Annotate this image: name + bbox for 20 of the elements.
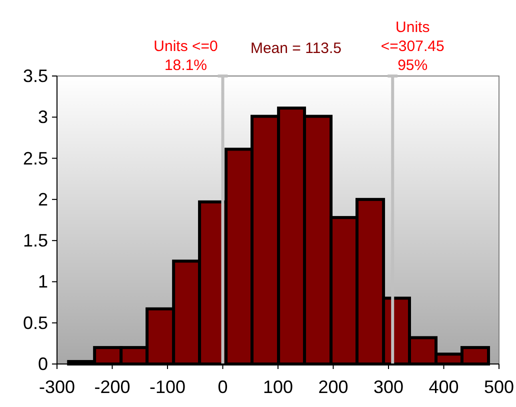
y-tick-label: 2 — [38, 189, 48, 210]
x-tick-label: 100 — [262, 377, 294, 397]
x-tick-label: 300 — [373, 377, 404, 397]
x-tick-label: 500 — [484, 377, 514, 397]
x-tick-label: 400 — [428, 377, 459, 397]
y-tick-label: 0 — [38, 354, 48, 374]
x-tick-label: -300 — [38, 377, 76, 397]
y-tick-label: 3.5 — [22, 66, 48, 86]
y-tick-label: 1.5 — [22, 230, 48, 251]
x-tick-label: -100 — [149, 377, 186, 397]
x-tick-label: 0 — [218, 377, 228, 397]
y-tick-label: 2.5 — [22, 148, 48, 168]
x-tick-label: -200 — [94, 377, 130, 397]
y-tick-label: 1 — [38, 272, 48, 292]
ref-line-label: Units <=0 18.1% — [154, 38, 218, 74]
text: Mean = 113.5 — [250, 40, 342, 57]
x-tick-label: 200 — [318, 377, 348, 397]
y-tick-label: 3 — [38, 107, 48, 128]
y-tick-label: 0.5 — [22, 312, 48, 333]
ref-line-label: Units <=307.45 95% — [380, 19, 444, 74]
